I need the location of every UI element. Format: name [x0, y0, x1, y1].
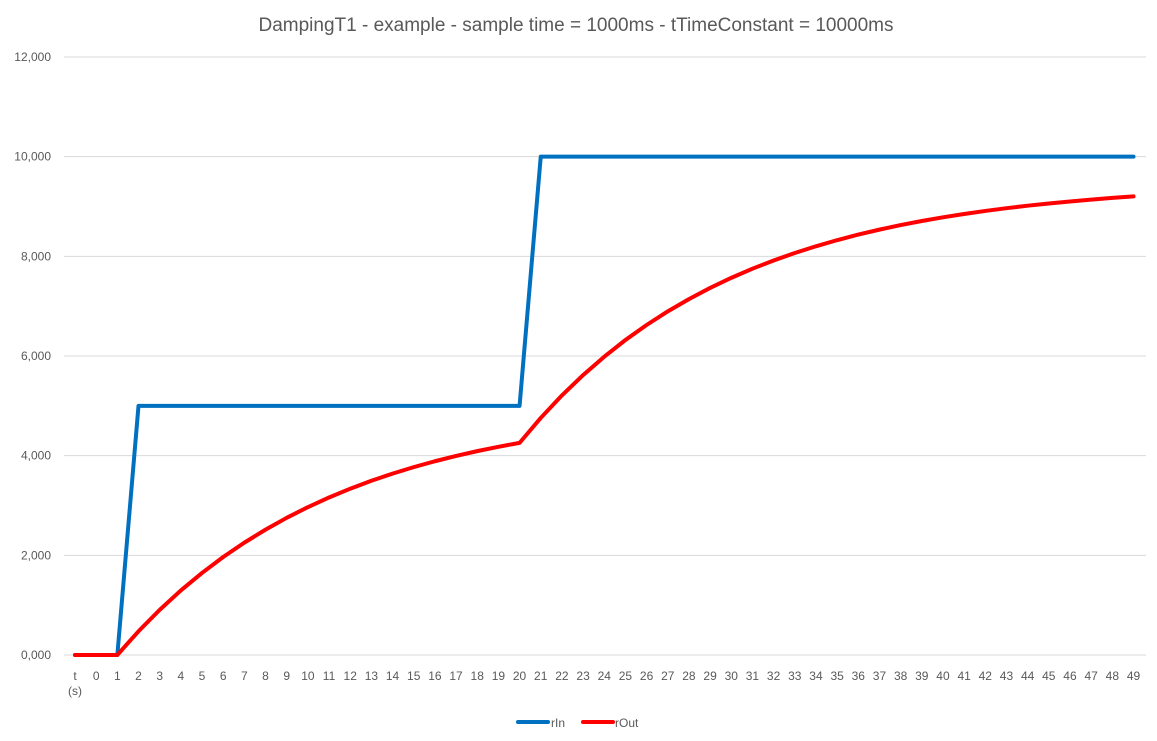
- x-tick-label: 14: [386, 669, 400, 683]
- x-tick-label: 22: [555, 669, 569, 683]
- x-tick-label: 27: [661, 669, 675, 683]
- x-tick-label: 24: [598, 669, 612, 683]
- series-lines: [73, 154, 1136, 657]
- x-tick-label: 17: [449, 669, 463, 683]
- x-tick-label: 1: [114, 669, 121, 683]
- x-tick-label: 33: [788, 669, 802, 683]
- x-tick-label: 39: [915, 669, 929, 683]
- series-line-rIn: [73, 154, 1136, 657]
- x-tick-label: 15: [407, 669, 421, 683]
- legend-label-rIn: rIn: [551, 716, 565, 730]
- x-tick-label: 43: [1000, 669, 1014, 683]
- x-tick-label: 45: [1042, 669, 1056, 683]
- x-tick-label: 35: [830, 669, 844, 683]
- x-tick-label: 31: [746, 669, 760, 683]
- x-tick-label: t (s): [68, 669, 82, 698]
- x-tick-label: 38: [894, 669, 908, 683]
- x-tick-label: 37: [873, 669, 887, 683]
- x-tick-label: 21: [534, 669, 548, 683]
- y-tick-label: 0,000: [21, 648, 51, 662]
- y-tick-label: 4,000: [21, 449, 51, 463]
- x-tick-label: 2: [135, 669, 142, 683]
- x-tick-label: 30: [725, 669, 739, 683]
- x-tick-label: 25: [619, 669, 633, 683]
- x-tick-label: 48: [1106, 669, 1120, 683]
- y-axis: 0,000 2,000 4,000 6,000 8,000 10,000 12,000: [14, 50, 51, 662]
- x-tick-label: 40: [936, 669, 950, 683]
- x-tick-label: 4: [178, 669, 185, 683]
- x-tick-label: 42: [979, 669, 993, 683]
- x-tick-label: 47: [1084, 669, 1098, 683]
- x-tick-label: 36: [852, 669, 866, 683]
- x-tick-label: 13: [365, 669, 379, 683]
- y-tick-label: 8,000: [21, 249, 51, 263]
- x-tick-label: 10: [301, 669, 315, 683]
- x-tick-label: 18: [471, 669, 485, 683]
- x-tick-label: 12: [344, 669, 358, 683]
- x-tick-label: 28: [682, 669, 696, 683]
- y-tick-label: 10,000: [14, 150, 51, 164]
- x-tick-label: 41: [957, 669, 971, 683]
- x-tick-label: 11: [323, 669, 336, 683]
- x-tick-label: 3: [156, 669, 163, 683]
- x-tick-label: 8: [262, 669, 269, 683]
- x-tick-label: 49: [1127, 669, 1141, 683]
- x-tick-label: 19: [492, 669, 506, 683]
- x-tick-label: 44: [1021, 669, 1035, 683]
- x-axis: t (s)0 1 2 3 4 5 6 7 8 9 10 11 12 13 14 15 16 17 18 19 20 21 22…: [68, 669, 1140, 698]
- x-tick-label: 32: [767, 669, 781, 683]
- x-tick-label: 5: [199, 669, 206, 683]
- x-tick-label: 16: [428, 669, 442, 683]
- x-tick-label: 6: [220, 669, 227, 683]
- y-tick-label: 12,000: [14, 50, 51, 64]
- x-tick-label: 20: [513, 669, 527, 683]
- x-tick-label: 29: [703, 669, 717, 683]
- y-tick-label: 6,000: [21, 349, 51, 363]
- series-line-rOut: [73, 194, 1136, 657]
- x-tick-label: 7: [241, 669, 248, 683]
- legend: rIn rOut: [516, 716, 639, 730]
- x-tick-label: 34: [809, 669, 823, 683]
- x-tick-label: 26: [640, 669, 654, 683]
- y-tick-label: 2,000: [21, 548, 51, 562]
- legend-label-rOut: rOut: [615, 716, 639, 730]
- x-tick-label: 23: [576, 669, 590, 683]
- x-tick-label: 9: [283, 669, 290, 683]
- x-tick-label: 0: [93, 669, 100, 683]
- chart-title: DampingT1 - example - sample time = 1000…: [258, 15, 893, 36]
- x-tick-label: 46: [1063, 669, 1077, 683]
